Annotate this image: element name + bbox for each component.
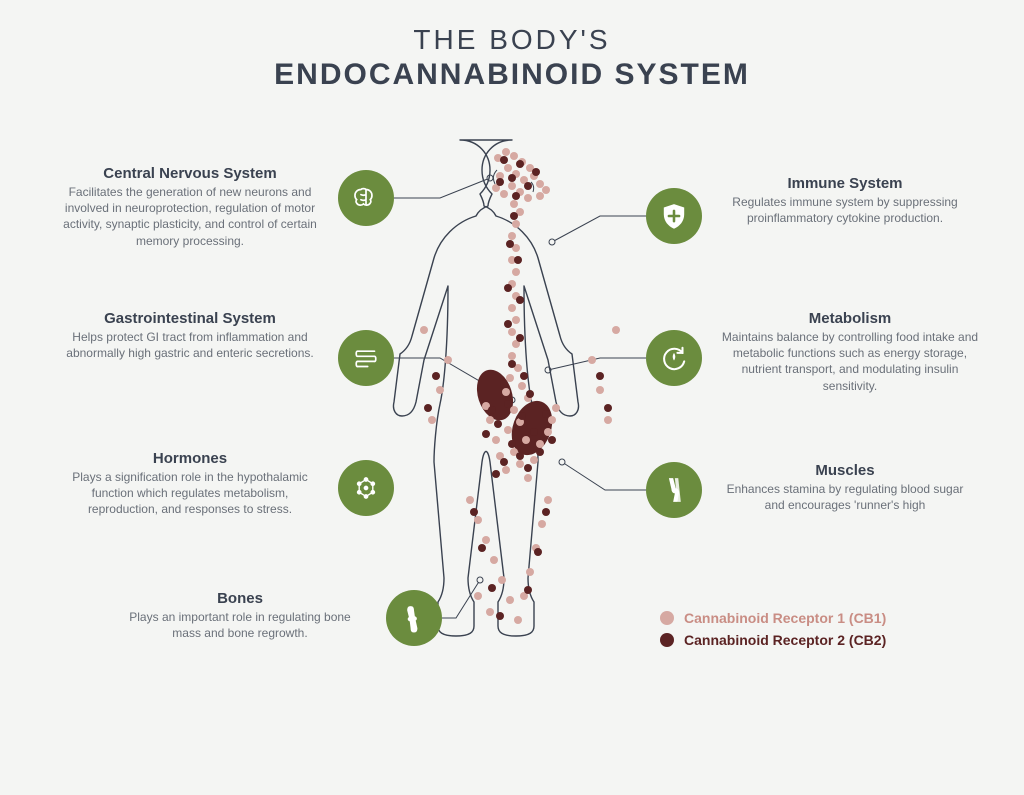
callout-muscles: Muscles Enhances stamina by regulating b… [720,462,970,513]
cycle-icon [646,330,702,386]
legend-label-cb2: Cannabinoid Receptor 2 (CB2) [684,632,886,648]
callout-hormones: Hormones Plays a signification role in t… [60,450,320,518]
callout-title: Central Nervous System [60,165,320,182]
callout-desc: Helps protect GI tract from inflammation… [60,329,320,361]
callout-title: Metabolism [720,310,980,327]
callout-desc: Enhances stamina by regulating blood sug… [720,481,970,513]
callout-desc: Maintains balance by controlling food in… [720,329,980,394]
body-svg [0,0,1024,795]
legend-row-cb2: Cannabinoid Receptor 2 (CB2) [660,632,886,648]
brain-icon [338,170,394,226]
callout-desc: Plays a signification role in the hypoth… [60,469,320,518]
callout-desc: Facilitates the generation of new neuron… [60,184,320,249]
intestine-icon [338,330,394,386]
legend-row-cb1: Cannabinoid Receptor 1 (CB1) [660,610,886,626]
legend-dot-cb2 [660,633,674,647]
muscle-icon [646,462,702,518]
legend-label-cb1: Cannabinoid Receptor 1 (CB1) [684,610,886,626]
kidney-left [471,365,519,425]
callout-metabolism: Metabolism Maintains balance by controll… [720,310,980,394]
knee-icon [386,590,442,646]
callout-desc: Plays an important role in regulating bo… [120,609,360,641]
callout-desc: Regulates immune system by suppressing p… [720,194,970,226]
callout-cns: Central Nervous System Facilitates the g… [60,165,320,249]
callout-title: Muscles [720,462,970,479]
molecule-icon [338,460,394,516]
diagram-stage: Central Nervous System Facilitates the g… [0,0,1024,795]
callout-bones: Bones Plays an important role in regulat… [120,590,360,641]
callout-gi: Gastrointestinal System Helps protect GI… [60,310,320,361]
legend-dot-cb1 [660,611,674,625]
legend: Cannabinoid Receptor 1 (CB1) Cannabinoid… [660,610,886,654]
shield-icon [646,188,702,244]
callout-title: Hormones [60,450,320,467]
callout-immune: Immune System Regulates immune system by… [720,175,970,226]
callout-title: Bones [120,590,360,607]
callout-title: Immune System [720,175,970,192]
callout-title: Gastrointestinal System [60,310,320,327]
